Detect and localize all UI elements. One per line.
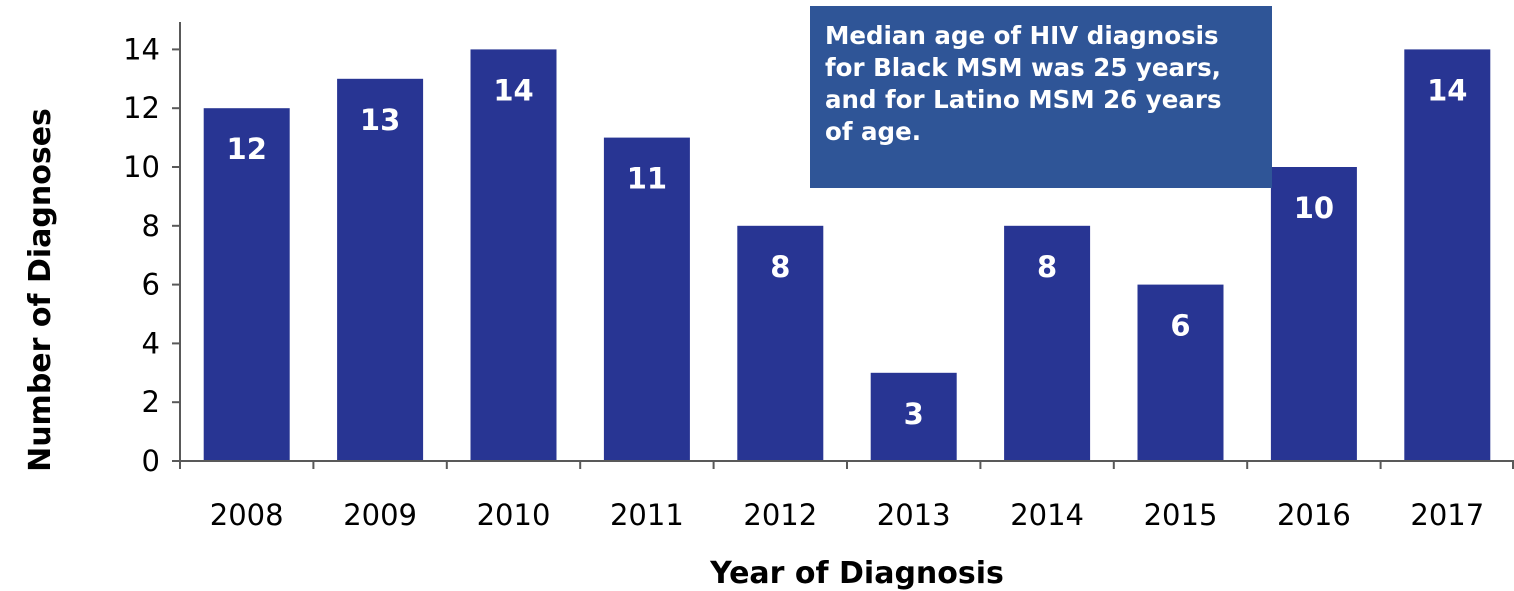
bar-2015 bbox=[1137, 284, 1224, 461]
bar-2008 bbox=[203, 108, 290, 461]
x-axis-title: Year of Diagnosis bbox=[709, 556, 1004, 591]
bar-value-label: 8 bbox=[1037, 250, 1057, 284]
bar-2010 bbox=[470, 49, 557, 462]
bar-value-label: 3 bbox=[904, 397, 924, 431]
bar-value-label: 11 bbox=[627, 162, 667, 196]
y-tick-label: 14 bbox=[123, 32, 160, 66]
y-tick-label: 10 bbox=[123, 150, 160, 184]
x-tick-label: 2016 bbox=[1277, 498, 1351, 532]
bar-value-label: 6 bbox=[1170, 309, 1190, 343]
y-tick-label: 4 bbox=[142, 326, 160, 360]
bar-value-label: 8 bbox=[770, 250, 790, 284]
bar-2013 bbox=[870, 372, 957, 461]
x-tick-label: 2015 bbox=[1144, 498, 1218, 532]
x-tick-label: 2010 bbox=[477, 498, 551, 532]
x-tick-label: 2012 bbox=[743, 498, 817, 532]
y-tick-label: 6 bbox=[142, 268, 160, 302]
y-axis-title: Number of Diagnoses bbox=[23, 108, 58, 472]
bar-value-label: 13 bbox=[360, 103, 400, 137]
x-tick-label: 2009 bbox=[343, 498, 417, 532]
x-tick-label: 2014 bbox=[1010, 498, 1084, 532]
x-tick-label: 2011 bbox=[610, 498, 684, 532]
bar-2012 bbox=[737, 225, 824, 461]
annotation-line: Median age of HIV diagnosis bbox=[825, 21, 1219, 50]
y-tick-label: 2 bbox=[142, 385, 160, 419]
bar-2017 bbox=[1404, 49, 1491, 462]
y-tick-label: 8 bbox=[142, 209, 160, 243]
bar-2014 bbox=[1004, 225, 1091, 461]
bar-2011 bbox=[603, 137, 690, 461]
x-axis: 2008 2009 2010 2011 2012 2013 2014 2015 2016 2017 bbox=[179, 460, 1514, 532]
bars-group bbox=[203, 49, 1491, 462]
annotation-box: Median age of HIV diagnosis for Black MS… bbox=[810, 6, 1272, 188]
bar-value-label: 10 bbox=[1294, 191, 1334, 225]
bar-value-label: 14 bbox=[493, 73, 533, 107]
bar-labels-group: 12 13 14 11 8 3 8 6 10 14 bbox=[227, 73, 1468, 430]
y-tick-label: 12 bbox=[123, 91, 160, 125]
bar-2009 bbox=[337, 78, 424, 462]
y-tick-label: 0 bbox=[142, 444, 160, 478]
x-tick-label: 2008 bbox=[210, 498, 284, 532]
bar-2016 bbox=[1270, 167, 1357, 461]
bar-value-label: 12 bbox=[227, 132, 267, 166]
x-tick-label: 2013 bbox=[877, 498, 951, 532]
annotation-line: for Black MSM was 25 years, bbox=[825, 53, 1221, 82]
bar-value-label: 14 bbox=[1427, 73, 1467, 107]
annotation-line: of age. bbox=[825, 117, 922, 146]
annotation-line: and for Latino MSM 26 years bbox=[825, 85, 1222, 114]
x-tick-label: 2017 bbox=[1410, 498, 1484, 532]
y-axis: 0 2 4 6 8 10 12 14 bbox=[123, 22, 181, 478]
